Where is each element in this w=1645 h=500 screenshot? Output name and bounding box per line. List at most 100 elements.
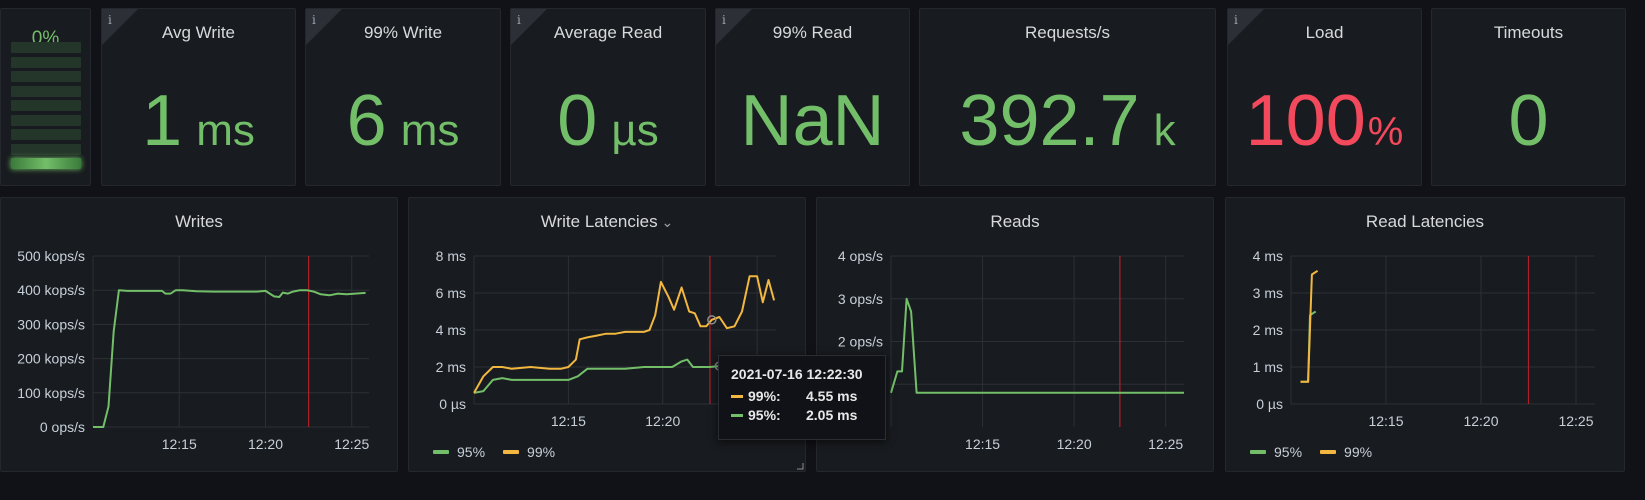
- y-tick-label: 3 ops/s: [838, 291, 883, 307]
- legend-item[interactable]: 99%: [503, 444, 555, 460]
- stat-panel-timeouts[interactable]: Timeouts 0: [1431, 8, 1626, 186]
- info-corner[interactable]: [511, 9, 547, 45]
- info-corner[interactable]: [1228, 9, 1264, 45]
- info-corner[interactable]: [306, 9, 342, 45]
- chart-title-text: Write Latencies: [540, 212, 658, 231]
- legend-swatch: [503, 450, 520, 454]
- chart-svg[interactable]: 0 ops/s 100 kops/s 200 kops/s 300 kops/s 400…: [1, 198, 399, 473]
- info-icon[interactable]: i: [722, 13, 726, 27]
- legend-item[interactable]: 99%: [1320, 444, 1372, 460]
- info-corner[interactable]: [102, 9, 138, 45]
- stat-panel-average-read[interactable]: i Average Read 0 µs: [510, 8, 706, 186]
- stat-value: 0 µs: [511, 81, 705, 171]
- legend-label: 95%: [1274, 444, 1303, 460]
- stat-unit: ms: [196, 106, 255, 155]
- y-tick-label: 1 ms: [1253, 359, 1283, 375]
- x-tick-label: 12:25: [1148, 436, 1183, 452]
- y-tick-label: 400 kops/s: [17, 282, 85, 298]
- stat-title: Requests/s: [1024, 23, 1111, 42]
- stat-panel-requests-s[interactable]: Requests/s 392.7 k: [919, 8, 1216, 186]
- resize-handle-icon[interactable]: [797, 463, 804, 470]
- info-icon[interactable]: i: [312, 13, 316, 27]
- tooltip-label-95: 95%:: [748, 407, 781, 423]
- stat-title: 99% Read: [772, 23, 853, 42]
- gauge-segment: [11, 56, 81, 68]
- stat-value: 6 ms: [306, 81, 500, 171]
- stat-number: 0: [557, 81, 598, 161]
- series-line-99: [1300, 269, 1319, 383]
- hover-point: [707, 315, 717, 325]
- tooltip-value-99: 4.55 ms: [806, 388, 858, 404]
- legend-item[interactable]: 95%: [1250, 444, 1302, 460]
- stat-unit: ms: [400, 106, 460, 155]
- x-tick-label: 12:25: [1558, 413, 1593, 429]
- y-tick-label: 4 ms: [436, 322, 466, 338]
- stat-panel-load[interactable]: i Load 100%: [1227, 8, 1422, 186]
- load-gauge-panel[interactable]: 0%: [0, 8, 91, 186]
- y-tick-label: 6 ms: [436, 285, 466, 301]
- gauge-segment: [11, 114, 81, 126]
- stat-number: 6: [346, 81, 387, 161]
- gauge-segment: [11, 158, 81, 169]
- chart-title-text: Writes: [175, 212, 223, 231]
- info-icon[interactable]: i: [1234, 13, 1238, 27]
- stat-value: 392.7 k: [920, 81, 1215, 171]
- info-icon[interactable]: i: [108, 13, 112, 27]
- legend-label: 99%: [1344, 444, 1373, 460]
- stat-title: Average Read: [553, 23, 663, 42]
- y-tick-label: 4 ms: [1253, 248, 1283, 264]
- tooltip-swatch-95: [731, 413, 743, 417]
- stat-title: Avg Write: [161, 23, 236, 42]
- y-tick-label: 3 ms: [1253, 285, 1283, 301]
- y-tick-label: 100 kops/s: [17, 385, 85, 401]
- chart-legend: 95% 99%: [1250, 444, 1372, 460]
- y-tick-label: 2 ms: [1253, 322, 1283, 338]
- stat-value: 1 ms: [102, 81, 295, 171]
- stat-unit: µs: [611, 106, 659, 155]
- y-tick-label: 4 ops/s: [838, 248, 883, 264]
- chart-panel-read-latencies[interactable]: Read Latencies 0 µs 1 ms 2 ms 3 ms 4 ms 12:15 1…: [1225, 197, 1625, 472]
- stat-title: 99% Write: [363, 23, 443, 42]
- y-tick-label: 200 kops/s: [17, 351, 85, 367]
- gauge-segment: [11, 129, 81, 140]
- tooltip-row-95: 95%: 2.05 ms: [731, 407, 873, 423]
- chart-title-text: Reads: [990, 212, 1040, 231]
- stat-panel-99-write[interactable]: i 99% Write 6 ms: [305, 8, 501, 186]
- stat-value: 100%: [1228, 81, 1421, 172]
- stat-number: 392.7: [959, 81, 1140, 161]
- legend-label: 95%: [457, 444, 486, 460]
- stat-value: 0: [1432, 81, 1625, 161]
- chart-svg[interactable]: 0 µs 1 ms 2 ms 3 ms 4 ms 12:15 12:20 12:25: [1226, 198, 1626, 473]
- x-tick-label: 12:15: [162, 436, 197, 452]
- y-tick-label: 0 ops/s: [40, 419, 85, 435]
- x-tick-label: 12:20: [1057, 436, 1092, 452]
- legend-item[interactable]: 95%: [433, 444, 485, 460]
- legend-swatch: [1250, 450, 1266, 454]
- y-tick-label: 2 ms: [436, 359, 466, 375]
- stat-title: Load: [1305, 23, 1344, 42]
- chevron-down-icon[interactable]: ⌄: [657, 214, 674, 230]
- stat-panel-avg-write[interactable]: i Avg Write 1 ms: [101, 8, 296, 186]
- chart-title[interactable]: Write Latencies ⌄: [409, 212, 805, 232]
- stat-number: 1: [142, 81, 183, 161]
- stat-title: Timeouts: [1493, 23, 1564, 42]
- chart-title[interactable]: Reads: [817, 212, 1213, 232]
- legend-swatch: [433, 450, 449, 454]
- legend-swatch: [1320, 450, 1337, 454]
- y-tick-label: 0 µs: [439, 396, 466, 412]
- y-tick-label: 500 kops/s: [17, 248, 85, 264]
- chart-legend: 95% 99%: [433, 444, 555, 460]
- stat-panel-99-read[interactable]: i 99% Read NaN: [715, 8, 910, 186]
- chart-title[interactable]: Read Latencies: [1226, 212, 1624, 232]
- series-line-99: [473, 275, 776, 394]
- x-tick-label: 12:15: [551, 413, 586, 429]
- stat-number: NaN: [740, 81, 885, 161]
- chart-panel-writes[interactable]: Writes 0 ops/s 100 kops/s 200 kops/s 300 kop…: [0, 197, 398, 472]
- info-corner[interactable]: [716, 9, 752, 45]
- y-tick-label: 8 ms: [436, 248, 466, 264]
- chart-svg[interactable]: 1 ops/s2 ops/s3 ops/s4 ops/s12:1512:2012…: [817, 198, 1215, 473]
- tooltip-time: 2021-07-16 12:22:30: [731, 366, 863, 382]
- gauge-segment: [11, 42, 81, 53]
- info-icon[interactable]: i: [517, 13, 521, 27]
- chart-title[interactable]: Writes: [1, 212, 397, 232]
